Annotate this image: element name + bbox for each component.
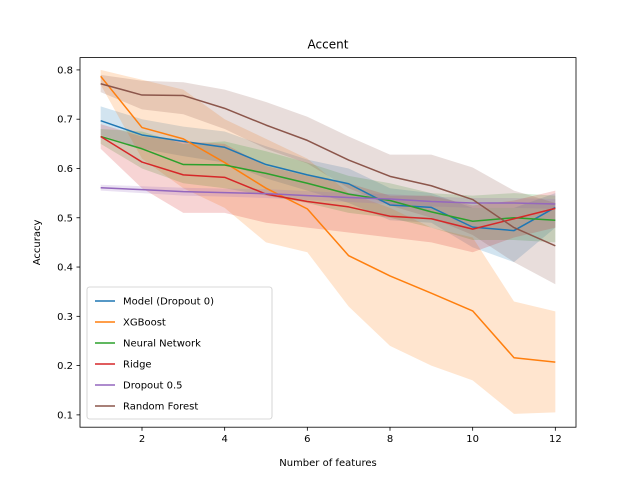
line-xgboost [100, 75, 556, 363]
legend-label-xgboost: XGBoost [123, 318, 166, 329]
legend-label-random-forest: Random Forest [123, 402, 198, 413]
legend-box [86, 286, 273, 420]
line-ridge [100, 135, 556, 230]
y-tick-label: 0.2 [57, 361, 73, 372]
line-neural-network [100, 135, 556, 222]
x-tick-label: 4 [221, 434, 227, 445]
plot-frame [79, 57, 577, 428]
legend-label-neural-network: Neural Network [123, 339, 201, 350]
legend: Model (Dropout 0) XGBoost Neural Network Ri… [86, 286, 273, 420]
x-tick-label: 8 [387, 434, 393, 445]
x-axis-label: Number of features [279, 458, 376, 469]
y-tick-label: 0.3 [57, 312, 73, 323]
y-tick-label: 0.4 [57, 263, 73, 274]
legend-label-model-dropout-0: Model (Dropout 0) [123, 297, 214, 308]
y-axis-label: Accuracy [32, 219, 43, 265]
chart-title: Accent [308, 38, 349, 52]
y-tick-label: 0.7 [57, 115, 73, 126]
x-tick-label: 6 [304, 434, 310, 445]
legend-label-dropout-0-5: Dropout 0.5 [123, 381, 183, 392]
legend-label-ridge: Ridge [123, 360, 152, 371]
y-tick-label: 0.5 [57, 213, 73, 224]
x-tick-label: 2 [139, 434, 145, 445]
x-tick-label: 10 [466, 434, 479, 445]
line-dropout-0-5 [100, 186, 556, 205]
y-tick-label: 0.1 [57, 410, 73, 421]
x-tick-label: 12 [549, 434, 562, 445]
line-random-forest [100, 82, 556, 247]
y-tick-label: 0.6 [57, 164, 73, 175]
y-tick-label: 0.8 [57, 65, 73, 76]
series-lines [100, 75, 556, 363]
x-axis-ticks: 2 4 6 8 10 12 [139, 427, 562, 445]
y-axis-ticks: 0.1 0.2 0.3 0.4 0.5 0.6 0.7 0.8 [57, 65, 80, 421]
